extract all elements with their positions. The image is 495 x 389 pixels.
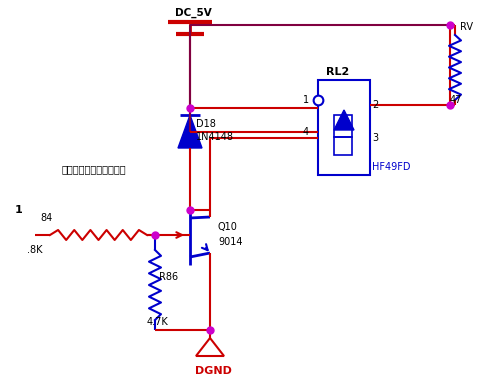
- Text: 1: 1: [303, 95, 309, 105]
- Text: RV: RV: [460, 22, 473, 32]
- Text: 2: 2: [372, 100, 378, 110]
- Bar: [334, 115, 352, 137]
- Bar: [318, 80, 370, 175]
- Text: 47: 47: [450, 95, 462, 105]
- Text: Q10: Q10: [218, 222, 238, 232]
- Text: 1: 1: [15, 205, 23, 215]
- Text: .8K: .8K: [27, 245, 43, 255]
- Text: RL2: RL2: [326, 67, 349, 77]
- Polygon shape: [334, 110, 354, 130]
- Text: DC_5V: DC_5V: [175, 8, 212, 18]
- Text: 4.7K: 4.7K: [147, 317, 169, 327]
- Text: 84: 84: [40, 213, 52, 223]
- Bar: [334, 137, 352, 155]
- Text: R86: R86: [159, 272, 178, 282]
- Text: 续流管，靠近继电器摆放: 续流管，靠近继电器摆放: [62, 164, 127, 174]
- Text: 3: 3: [372, 133, 378, 143]
- Text: 4: 4: [303, 127, 309, 137]
- Text: DGND: DGND: [195, 366, 232, 376]
- Text: HF49FD: HF49FD: [372, 162, 410, 172]
- Text: D18: D18: [196, 119, 216, 128]
- Text: 1N4148: 1N4148: [196, 131, 234, 142]
- Polygon shape: [178, 115, 202, 148]
- Text: 9014: 9014: [218, 237, 243, 247]
